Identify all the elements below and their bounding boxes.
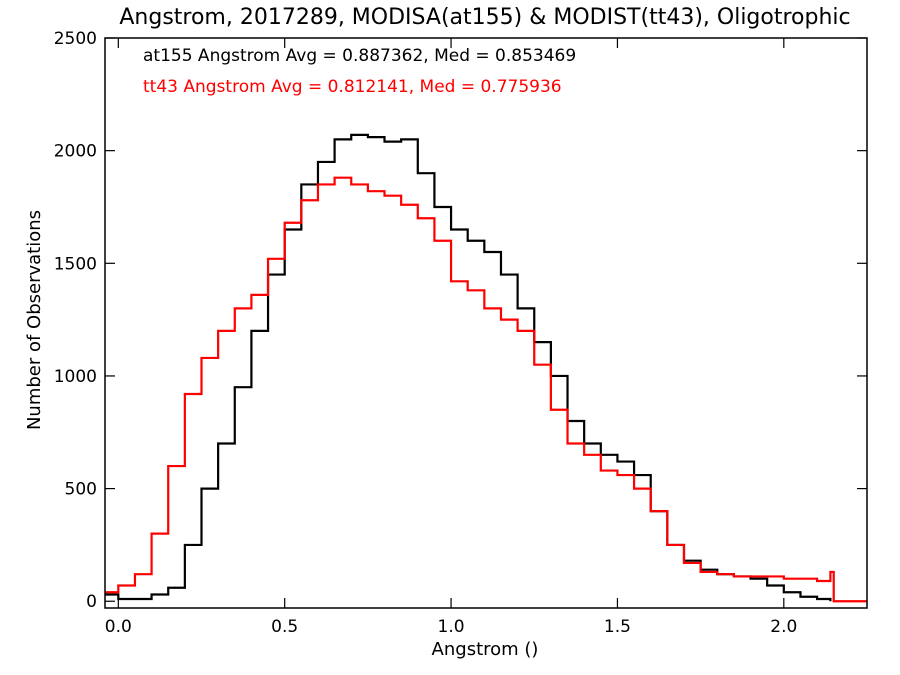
- series-line-0: [105, 133, 832, 602]
- x-tick-label: 1.0: [438, 617, 465, 637]
- plot-frame: [104, 37, 868, 609]
- series-line-1: [105, 176, 867, 603]
- annotation-at155: at155 Angstrom Avg = 0.887362, Med = 0.8…: [143, 46, 576, 66]
- x-tick-label: 2.0: [770, 617, 797, 637]
- y-tick-label: 2500: [54, 29, 97, 49]
- y-tick-label: 500: [65, 480, 97, 500]
- y-tick-label: 0: [86, 592, 97, 612]
- y-tick-label: 1000: [54, 367, 97, 387]
- axis-ticks: 0.0 0.5 1.0 1.5 2.0 0 500 1000 1500 2000 2500: [54, 29, 867, 637]
- y-tick-label: 2000: [54, 142, 97, 162]
- x-tick-label: 1.5: [604, 617, 631, 637]
- y-axis-label: Number of Observations: [24, 210, 45, 430]
- x-tick-label: 0.5: [271, 617, 298, 637]
- y-tick-label: 1500: [54, 254, 97, 274]
- chart-title: Angstrom, 2017289, MODISA(at155) & MODIS…: [119, 5, 850, 30]
- x-tick-label: 0.0: [105, 617, 132, 637]
- x-axis-label: Angstrom (): [432, 639, 539, 660]
- series-group: [105, 133, 867, 603]
- annotation-tt43: tt43 Angstrom Avg = 0.812141, Med = 0.77…: [143, 77, 562, 97]
